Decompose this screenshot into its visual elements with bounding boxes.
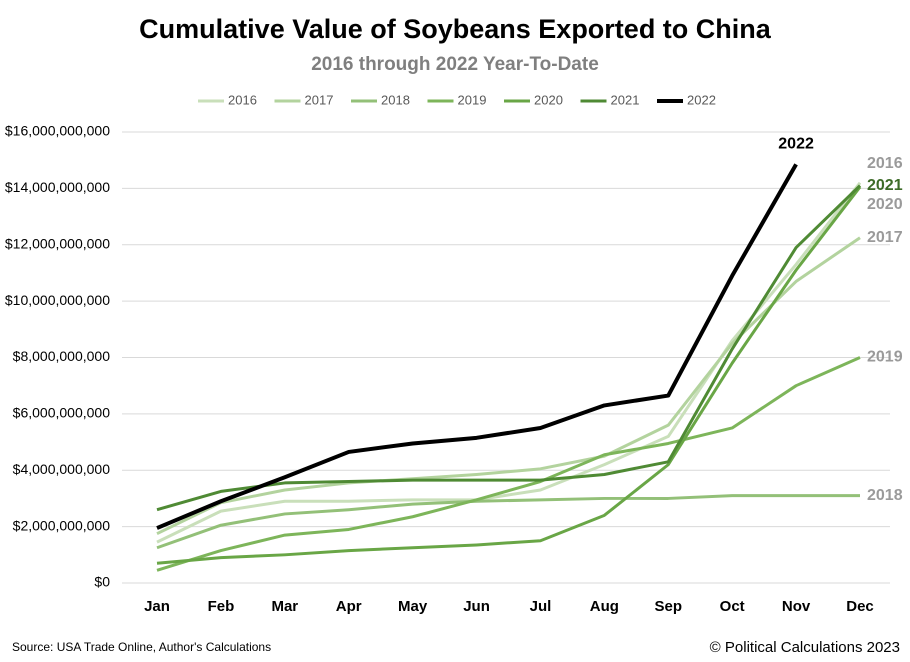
y-tick-label: $12,000,000,000	[5, 235, 110, 251]
legend-label: 2018	[381, 92, 410, 107]
series-line	[156, 184, 862, 512]
series-line	[156, 494, 860, 550]
x-tick-label: Sep	[655, 598, 683, 615]
series-end-label: 2019	[867, 349, 903, 366]
series-line	[156, 186, 862, 565]
x-tick-label: Feb	[208, 598, 235, 615]
legend-label: 2017	[305, 92, 334, 107]
x-tick-label: Aug	[590, 598, 619, 615]
legend-label: 2021	[611, 92, 640, 107]
series-end-label: 2018	[867, 487, 903, 504]
series-line	[156, 181, 862, 544]
legend-label: 2020	[534, 92, 563, 107]
credit: © Political Calculations 2023	[710, 639, 900, 656]
chart-title: Cumulative Value of Soybeans Exported to…	[139, 14, 772, 44]
series-end-label: 2016	[867, 155, 903, 172]
y-tick-label: $4,000,000,000	[13, 461, 111, 477]
source: Source: USA Trade Online, Author's Calcu…	[12, 640, 271, 654]
chart-subtitle: 2016 through 2022 Year-To-Date	[311, 54, 599, 75]
legend-label: 2016	[228, 92, 257, 107]
legend-label: 2022	[687, 92, 716, 107]
x-tick-label: Mar	[271, 598, 298, 615]
x-tick-label: Oct	[720, 598, 745, 615]
y-tick-label: $16,000,000,000	[5, 123, 110, 139]
series-end-label: 2020	[867, 196, 903, 213]
x-tick-label: Jan	[144, 598, 170, 615]
y-tick-label: $14,000,000,000	[5, 179, 110, 195]
x-tick-label: Apr	[336, 598, 362, 615]
x-tick-label: May	[398, 598, 428, 615]
x-tick-label: Nov	[782, 598, 811, 615]
y-tick-label: $2,000,000,000	[13, 517, 111, 533]
y-tick-label: $10,000,000,000	[5, 292, 110, 308]
y-tick-label: $8,000,000,000	[13, 348, 111, 364]
x-tick-label: Dec	[846, 598, 874, 615]
y-tick-label: $0	[94, 574, 110, 590]
y-tick-label: $6,000,000,000	[13, 405, 111, 421]
series-line	[156, 163, 798, 530]
x-tick-label: Jun	[463, 598, 490, 615]
series-end-label: 2017	[867, 229, 903, 246]
x-tick-label: Jul	[530, 598, 552, 615]
legend-label: 2019	[458, 92, 487, 107]
series-line	[156, 356, 861, 572]
series-end-label: 2021	[867, 177, 903, 194]
series-end-label: 2022	[778, 136, 814, 153]
